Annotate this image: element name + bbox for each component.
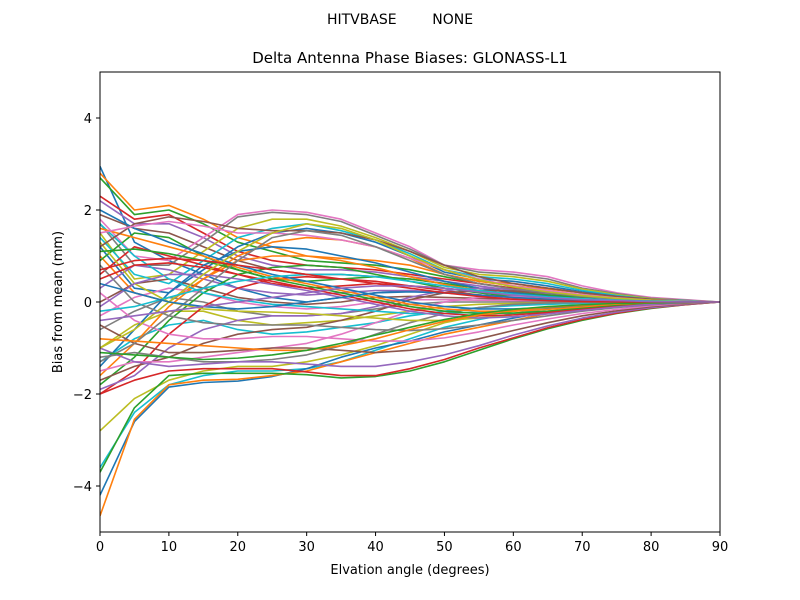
series-line-8: [100, 211, 720, 303]
x-tick-label: 90: [712, 540, 729, 555]
y-axis-label: Bias from mean (mm): [51, 231, 66, 373]
y-tick-label: 4: [84, 112, 92, 127]
y-tick-label: −2: [73, 388, 92, 403]
y-tick-label: 2: [84, 204, 92, 219]
series-line-46: [100, 216, 720, 303]
x-tick-label: 20: [230, 540, 247, 555]
x-tick-label: 30: [298, 540, 315, 555]
chart-title: Delta Antenna Phase Biases: GLONASS-L1: [252, 49, 568, 67]
x-tick-label: 80: [643, 540, 660, 555]
series-line-34: [100, 301, 720, 395]
series-line-53: [100, 301, 720, 361]
x-tick-label: 60: [505, 540, 522, 555]
x-tick-label: 40: [367, 540, 384, 555]
series-line-37: [100, 292, 720, 342]
x-axis: 0 10 20 30 40 50 60 70 80 90: [96, 532, 728, 555]
x-tick-label: 50: [436, 540, 453, 555]
series-line-35: [100, 301, 720, 368]
series-layer: [100, 165, 720, 517]
x-tick-label: 10: [161, 540, 178, 555]
y-axis: −4 −2 0 2 4: [73, 112, 100, 495]
series-line-7: [100, 209, 720, 303]
x-tick-label: 0: [96, 540, 104, 555]
y-tick-label: −4: [73, 480, 92, 495]
y-tick-label: 0: [84, 296, 92, 311]
x-axis-label: Elvation angle (degrees): [330, 563, 489, 578]
series-line-54: [100, 257, 720, 303]
series-line-49: [100, 223, 720, 349]
series-line-36: [100, 301, 720, 354]
chart-suptitle: HITVBASE NONE: [327, 12, 473, 28]
series-line-55: [100, 285, 720, 322]
x-tick-label: 70: [574, 540, 591, 555]
